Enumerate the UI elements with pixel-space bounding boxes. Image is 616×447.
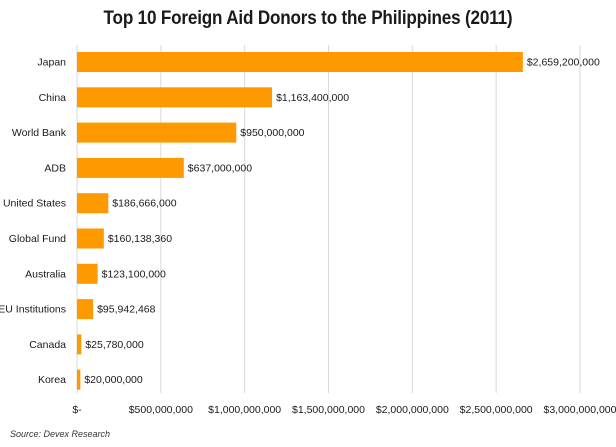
category-label: EU Institutions	[0, 304, 66, 316]
data-label: $2,659,200,000	[527, 57, 600, 69]
bar	[77, 122, 237, 143]
category-label: Korea	[38, 374, 66, 386]
x-tick-label: $500,000,000	[129, 404, 193, 416]
bar	[77, 87, 273, 108]
category-labels: Japan China World Bank ADB United States Glob…	[0, 57, 67, 387]
data-label: $25,780,000	[85, 339, 144, 351]
x-tick-label: $-	[72, 404, 82, 416]
x-tick-label: $1,500,000,000	[292, 404, 365, 416]
bar	[77, 263, 98, 284]
data-label: $20,000,000	[84, 374, 143, 386]
category-label: China	[39, 92, 67, 104]
category-label: Canada	[29, 339, 66, 351]
bar	[77, 52, 523, 72]
x-tick-labels: $- $500,000,000 $1,000,000,000 $1,500,000,0…	[72, 404, 616, 416]
category-label: Global Fund	[9, 233, 66, 245]
data-label: $186,666,000	[112, 198, 176, 210]
bar	[77, 334, 82, 355]
x-tick-label: $3,000,000,000	[544, 404, 616, 416]
data-label: $123,100,000	[102, 268, 166, 280]
category-label: Japan	[37, 57, 66, 69]
bar	[77, 369, 81, 390]
category-label: Australia	[25, 268, 66, 280]
bar	[77, 157, 184, 178]
x-tick-label: $1,000,000,000	[208, 404, 281, 416]
category-label: ADB	[44, 162, 66, 174]
bar	[77, 228, 104, 249]
data-label: $160,138,360	[108, 233, 172, 245]
source-note: Source: Devex Research	[10, 429, 111, 439]
category-label: World Bank	[12, 127, 67, 139]
x-tick-label: $2,000,000,000	[376, 404, 449, 416]
bar	[77, 193, 109, 214]
bars	[77, 52, 523, 390]
chart-title: Top 10 Foreign Aid Donors to the Philipp…	[103, 8, 513, 29]
category-label: United States	[3, 198, 66, 210]
data-labels: $2,659,200,000 $1,163,400,000 $950,000,000…	[84, 57, 600, 387]
bar	[77, 299, 94, 320]
data-label: $1,163,400,000	[276, 92, 349, 104]
data-label: $950,000,000	[240, 127, 304, 139]
data-label: $95,942,468	[97, 304, 156, 316]
data-label: $637,000,000	[188, 162, 252, 174]
x-tick-label: $2,500,000,000	[460, 404, 533, 416]
